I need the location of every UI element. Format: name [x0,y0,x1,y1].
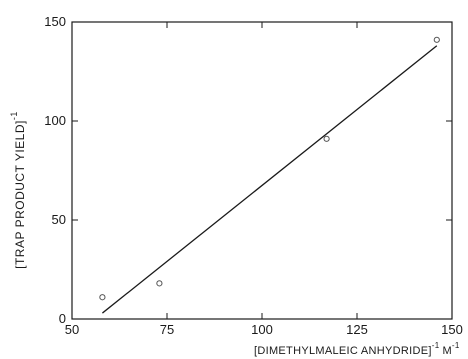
axes-group [71,21,453,320]
fit-line [101,45,438,314]
x-tick-label: 100 [251,322,273,337]
y-axis-label-text: [TRAP PRODUCT YIELD] [13,120,27,269]
data-point [156,280,163,287]
y-axis-label-exponent: -1 [9,111,19,120]
x-axis-label-unit: M [442,345,451,357]
x-tick-label: 150 [441,322,463,337]
x-axis-label-text: [DIMETHYLMALEIC ANHYDRIDE] [254,345,432,357]
y-tick-label: 150 [44,14,66,29]
x-tick-label: 125 [346,322,368,337]
x-axis-label: [DIMETHYLMALEIC ANHYDRIDE]-1 M-1 [254,341,460,357]
y-tick-label: 50 [52,212,66,227]
y-axis-label: [TRAP PRODUCT YIELD]-1 [9,111,27,269]
x-axis-label-unit-exponent: -1 [452,341,460,350]
x-tick-label: 50 [65,322,79,337]
x-axis-label-exponent: -1 [432,341,440,350]
plot-group [99,36,440,314]
data-point [323,135,330,142]
data-point [99,294,106,301]
plot-frame [71,21,453,320]
data-point [433,36,440,43]
y-tick-label: 0 [59,311,66,326]
x-tick-label: 75 [160,322,174,337]
y-tick-label: 100 [44,113,66,128]
